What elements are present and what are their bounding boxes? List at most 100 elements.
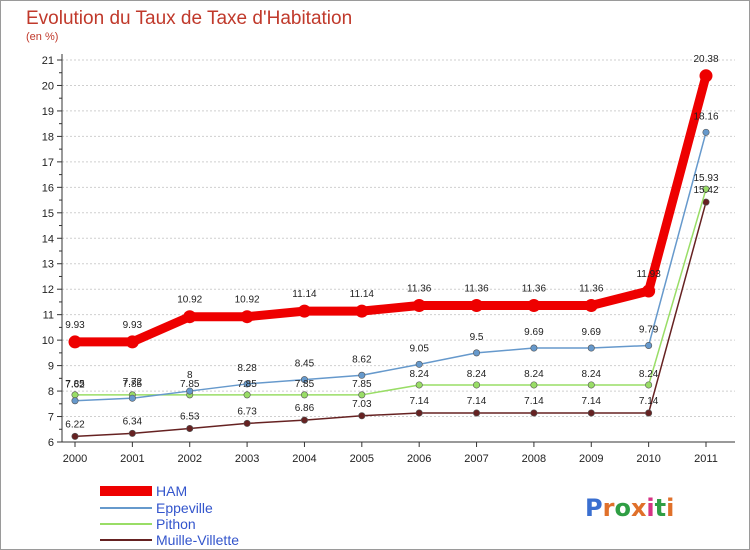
data-point [645,409,653,417]
data-point [243,419,251,427]
x-tick-label: 2005 [350,453,374,465]
data-label: 8.62 [352,354,372,365]
proxiti-logo: Proxiti [585,494,674,522]
data-point [702,185,710,193]
x-tick-label: 2000 [63,453,87,465]
data-label: 7.14 [639,396,659,407]
x-tick-label: 2003 [235,453,259,465]
data-label: 7.62 [65,380,85,391]
y-tick-label: 6 [48,437,54,449]
data-label: 11.36 [522,283,547,294]
data-point [587,344,595,352]
y-tick-label: 8 [48,386,54,398]
y-tick-label: 7 [48,412,54,424]
data-point [412,298,426,312]
data-label: 11.36 [579,283,604,294]
chart-subtitle: (en %) [26,31,58,43]
y-tick-label: 18 [42,131,54,143]
axes: 6 7 8 9 10 11 12 13 14 15 16 17 18 19 20 21 2000 2001 2002… [42,54,735,465]
data-point [128,394,136,402]
data-label: 7.14 [524,396,544,407]
data-point [587,381,595,389]
data-label: 8.24 [524,369,544,380]
data-point [645,381,653,389]
data-point [186,425,194,433]
y-tick-label: 14 [42,233,54,245]
data-label: 8.45 [295,359,315,370]
data-point [300,416,308,424]
series-line-ham [75,74,711,347]
y-tick-label: 16 [42,182,54,194]
y-tick-label: 9 [48,361,54,373]
data-label: 15.93 [693,173,718,184]
data-label: 8 [187,370,193,381]
x-tick-label: 2004 [292,453,316,465]
data-label: 7.14 [582,396,602,407]
data-point [243,380,251,388]
data-point [297,304,311,318]
chart-title: Evolution du Taux de Taxe d'Habitation [26,8,352,29]
y-tick-label: 10 [42,335,54,347]
data-point [68,335,82,349]
data-point [530,409,538,417]
x-tick-label: 2002 [177,453,201,465]
y-tick-label: 19 [42,106,54,118]
data-label: 7.85 [295,379,315,390]
data-point [584,298,598,312]
legend-label: HAM [156,483,187,499]
data-point [71,432,79,440]
data-point [415,409,423,417]
legend-label: Eppeville [156,500,213,516]
data-label: 10.92 [177,295,202,306]
data-point [699,69,713,83]
data-point [587,409,595,417]
y-tick-label: 11 [43,310,54,322]
data-label: 7.14 [409,396,429,407]
x-tick-label: 2008 [522,453,546,465]
x-tick-label: 2010 [636,453,660,465]
legend-label: Pithon [156,516,196,532]
series-group [68,69,713,440]
data-point [71,397,79,405]
data-label: 11.36 [464,283,489,294]
data-point [355,304,369,318]
data-label: 20.38 [693,54,718,65]
data-point [358,391,366,399]
data-point [358,412,366,420]
data-label: 7.85 [180,379,200,390]
data-point [186,387,194,395]
data-label: 9.69 [582,327,602,338]
data-label: 6.22 [65,419,85,430]
data-point [358,371,366,379]
data-label: 9.79 [639,324,659,335]
data-point [473,349,481,357]
x-tick-label: 2006 [407,453,431,465]
data-label: 8.24 [409,369,429,380]
x-tick-label: 2001 [120,453,144,465]
y-tick-label: 12 [42,284,54,296]
data-label: 7.85 [65,379,85,390]
data-label: 7.85 [237,379,257,390]
data-label: 11.93 [636,269,661,280]
data-label: 9.5 [470,332,484,343]
data-point [702,198,710,206]
data-label: 11.14 [292,289,317,300]
x-tick-label: 2011 [694,453,718,465]
data-point [415,360,423,368]
data-point [300,391,308,399]
data-label: 9.05 [409,343,429,354]
logo-text: Proxiti [585,494,674,522]
data-point [702,128,710,136]
data-label: 10.92 [235,295,260,306]
x-tick-label: 2009 [579,453,603,465]
data-label: 7.72 [123,377,143,388]
data-label: 9.93 [123,320,143,331]
data-label: 6.73 [237,406,257,417]
legend-label: Muille-Villette [156,532,239,548]
data-point [470,298,484,312]
data-label: 11.36 [407,283,432,294]
data-point [473,409,481,417]
